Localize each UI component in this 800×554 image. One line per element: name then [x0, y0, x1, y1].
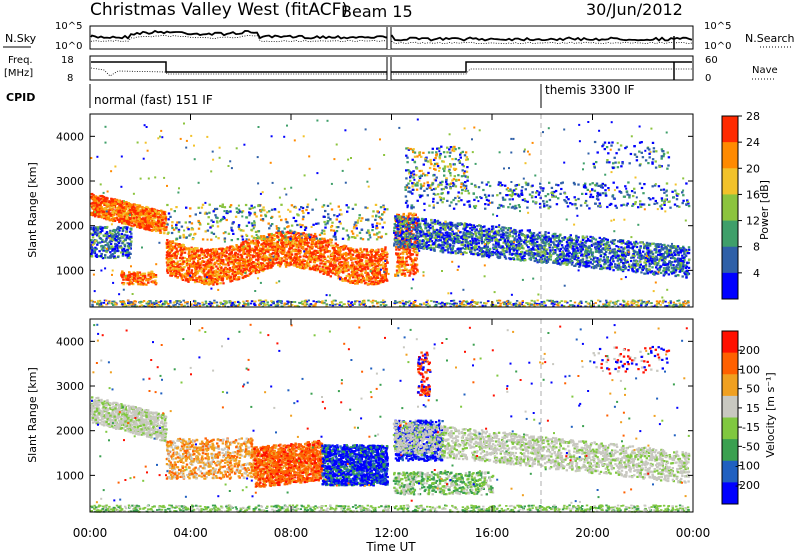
velocity-heatmap — [90, 324, 690, 513]
colorbar-swatch — [722, 221, 738, 248]
colorbar-tick-label: 20 — [746, 162, 760, 175]
station-title: Christmas Valley West (fitACF) — [90, 0, 348, 20]
freq-tick-top: 18 — [61, 55, 74, 66]
freq-unit-label: [MHz] — [4, 68, 33, 79]
colorbar-swatch — [722, 353, 738, 375]
colorbar-tick-label: 50 — [746, 383, 760, 396]
colorbar-swatch — [722, 439, 738, 461]
velocity-colorbar-label: Velocity [m s⁻¹] — [764, 372, 777, 457]
power-heatmap — [90, 119, 690, 308]
colorbar-tick-label: 200 — [739, 344, 760, 357]
power-y-label: Slant Range [km] — [26, 162, 39, 258]
colorbar-swatch — [722, 142, 738, 169]
colorbar-swatch — [722, 273, 738, 300]
colorbar-swatch — [722, 168, 738, 195]
y-tick-label: 3000 — [56, 175, 84, 188]
nave-tick-top: 60 — [705, 55, 718, 66]
colorbar-tick-label: 28 — [746, 110, 760, 123]
y-tick-label: 4000 — [56, 335, 84, 348]
x-tick-label: 08:00 — [274, 526, 309, 540]
colorbar-tick-label: 15 — [746, 402, 760, 415]
x-tick-label: 00:00 — [676, 526, 711, 540]
colorbar-swatch — [722, 396, 738, 418]
cpid-mode-2: themis 3300 IF — [545, 83, 635, 97]
nsky-tick-top: 10^5 — [55, 21, 82, 32]
colorbar-tick-label: 8 — [753, 241, 760, 254]
freq-panel: Freq. [MHz] 18 8 60 0 Nave — [4, 55, 778, 84]
x-tick-label: 16:00 — [475, 526, 510, 540]
cpid-panel: CPID normal (fast) 151 IF themis 3300 IF — [6, 83, 635, 108]
y-tick-label: 4000 — [56, 130, 84, 143]
cpid-mode-1: normal (fast) 151 IF — [94, 93, 213, 107]
colorbar-tick-label: 4 — [753, 267, 760, 280]
y-tick-label: 2000 — [56, 220, 84, 233]
colorbar-swatch — [722, 374, 738, 396]
velocity-colorbar: 200 100 50 15 -15 -50 -100 -200 — [722, 331, 760, 505]
beam-label: Beam 15 — [341, 2, 413, 21]
colorbar-swatch — [722, 194, 738, 221]
colorbar-swatch — [722, 331, 738, 353]
colorbar-swatch — [722, 247, 738, 274]
colorbar-tick-label: 100 — [739, 363, 760, 376]
colorbar-tick-label: -200 — [735, 479, 760, 492]
velocity-y-label: Slant Range [km] — [26, 367, 39, 463]
colorbar-swatch — [722, 418, 738, 440]
x-tick-label: 00:00 — [73, 526, 108, 540]
y-tick-label: 1000 — [56, 469, 84, 482]
freq-label: Freq. — [8, 55, 33, 66]
nave-label: Nave — [752, 65, 778, 76]
nsky-panel: N.Sky 10^5 10^0 10^5 10^0 N.Search — [3, 21, 795, 52]
colorbar-tick-label: 24 — [746, 136, 760, 149]
nsearch-label: N.Search — [745, 32, 795, 45]
colorbar-swatch — [722, 116, 738, 143]
nsearch-tick-top: 10^5 — [704, 21, 731, 32]
x-tick-label: 12:00 — [374, 526, 409, 540]
y-tick-label: 3000 — [56, 380, 84, 393]
velocity-panel: 1000 2000 3000 4000 Slant Range [km] 200 100… — [26, 319, 777, 513]
cpid-label: CPID — [6, 91, 35, 104]
date-label: 30/Jun/2012 — [586, 0, 683, 19]
nsearch-tick-bottom: 10^0 — [704, 41, 731, 52]
freq-tick-bottom: 8 — [67, 73, 73, 84]
x-tick-label: 20:00 — [575, 526, 610, 540]
colorbar-tick-label: -50 — [742, 440, 760, 453]
colorbar-tick-label: -15 — [742, 421, 760, 434]
colorbar-tick-label: -100 — [735, 460, 760, 473]
y-tick-label: 1000 — [56, 264, 84, 277]
x-axis-label: Time UT — [365, 540, 416, 554]
x-tick-label: 04:00 — [173, 526, 208, 540]
power-colorbar-label: Power [dB] — [758, 180, 771, 240]
nsky-label: N.Sky — [5, 32, 37, 45]
nsky-tick-bottom: 10^0 — [55, 41, 82, 52]
y-tick-label: 2000 — [56, 425, 84, 438]
nave-tick-bottom: 0 — [705, 73, 711, 84]
